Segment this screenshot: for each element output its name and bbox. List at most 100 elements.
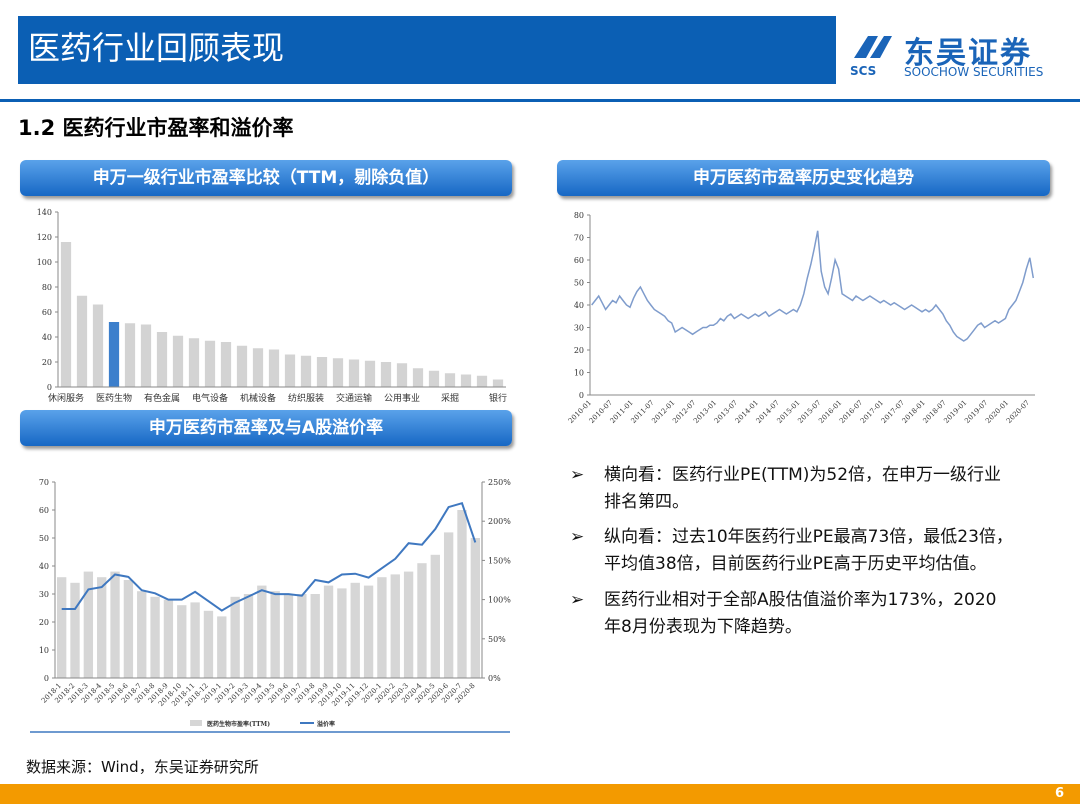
bar (236, 345, 248, 387)
bar (390, 574, 400, 678)
bar (110, 571, 120, 678)
x-tick-label: 医药生物 (96, 392, 132, 404)
bullet: ➢ 纵向看：过去10年医药行业PE最高73倍，最低23倍， 平均值38倍，目前医药行… (570, 524, 1050, 578)
chart: 0102030405060700%50%100%150%200%250%2018… (30, 478, 511, 733)
y-tick-label: 10 (39, 646, 49, 655)
bar (363, 585, 374, 678)
line (591, 230, 1035, 342)
bar (380, 362, 392, 387)
bar (150, 596, 160, 678)
x-tick-label: 2020-07 (1005, 399, 1031, 425)
bar (137, 591, 147, 678)
bar (337, 588, 347, 678)
y-tick-label: 30 (574, 324, 584, 333)
logo-icon (854, 36, 892, 58)
bar (252, 348, 264, 387)
y-tick-label: 40 (574, 301, 584, 310)
x-tick-label: 银行 (489, 392, 507, 404)
bar (243, 594, 254, 678)
bar (443, 532, 454, 678)
bar (412, 368, 424, 387)
y-tick-label: 20 (39, 618, 49, 627)
bar (97, 577, 107, 678)
chart: 0 20 40 60 80 100 120 140 休闲服务 医药生物 有色金属 电气设备 机械设备 纺织… (37, 208, 507, 404)
y-tick-label: 30 (39, 590, 49, 599)
bar (163, 599, 174, 678)
bar (83, 571, 94, 678)
y-tick-label: 20 (42, 358, 52, 367)
bar (177, 605, 187, 678)
bullet-line: 排名第四。 (604, 492, 689, 512)
x-tick-label: 采掘 (441, 392, 459, 404)
bar (220, 342, 232, 387)
x-tick-label: 公用事业 (384, 392, 420, 404)
footer-bar (0, 784, 1080, 804)
bar (284, 354, 296, 387)
y-tick-label: 40 (42, 333, 52, 342)
bar (230, 596, 240, 678)
bar (417, 563, 427, 678)
y-tick-label: 0% (488, 674, 501, 683)
y-tick-label: 120 (37, 233, 52, 242)
x-tick-label: 电气设备 (192, 392, 228, 404)
bar (348, 359, 360, 387)
bullet: ➢ 医药行业相对于全部A股估值溢价率为173%，2020 年8月份表现为下降趋势。 (570, 587, 1050, 641)
bar (217, 616, 227, 678)
bar (316, 357, 328, 387)
y-tick-label: 70 (39, 478, 49, 487)
legend-swatch (190, 720, 202, 726)
y-tick-label: 150% (488, 556, 511, 565)
bullet: ➢ 横向看：医药行业PE(TTM)为52倍，在申万一级行业 排名第四。 (570, 462, 1050, 516)
bar (123, 580, 134, 678)
bar (92, 304, 104, 387)
y-tick-label: 100% (488, 596, 511, 605)
bar (323, 585, 334, 678)
logo: 东吴证券 SCS SOOCHOW SECURITIES (848, 28, 1068, 84)
y-tick-label: 10 (574, 369, 584, 378)
bar (364, 360, 376, 387)
divider (0, 99, 1080, 102)
y-tick-label: 50% (488, 635, 506, 644)
bar (444, 373, 456, 387)
legend-label: 医药生物市盈率(TTM) (207, 720, 270, 728)
y-tick-label: 20 (574, 346, 584, 355)
bar (332, 358, 344, 387)
bar (270, 591, 280, 678)
chart-box-title: 申万一级行业市盈率比较（TTM，剔除负值） (20, 160, 512, 196)
bar (430, 554, 440, 678)
y-tick-label: 100 (37, 258, 52, 267)
bar (377, 577, 387, 678)
logo-en: SOOCHOW SECURITIES (904, 65, 1044, 79)
bar (204, 340, 216, 387)
bar (156, 332, 168, 387)
x-tick-label: 纺织服装 (288, 392, 324, 404)
source-note: 数据来源：Wind，东吴证券研究所 (26, 758, 259, 776)
bar (470, 538, 480, 678)
line (61, 501, 477, 612)
bar (297, 594, 307, 678)
bar (428, 370, 440, 387)
logo-cn: 东吴证券 (904, 36, 1032, 71)
x-tick-label: 交通运输 (336, 392, 372, 404)
x-tick-label: 休闲服务 (48, 392, 84, 404)
chart-box-title: 申万医药市盈率历史变化趋势 (557, 160, 1050, 196)
bar (108, 322, 120, 387)
bar (403, 571, 414, 678)
chart-box-title: 申万医药市盈率及与A股溢价率 (20, 410, 512, 446)
bar (300, 355, 312, 387)
legend-label: 溢价率 (317, 720, 335, 728)
bar (70, 582, 80, 678)
y-tick-label: 50 (574, 279, 584, 288)
y-tick-label: 60 (39, 506, 49, 515)
section-title: 1.2 医药行业市盈率和溢价率 (18, 116, 294, 140)
y-tick-label: 80 (42, 283, 52, 292)
bar (172, 335, 184, 387)
bar (283, 594, 294, 678)
y-tick-label: 0 (579, 391, 584, 400)
y-tick-label: 250% (488, 478, 511, 487)
y-tick-label: 70 (574, 234, 584, 243)
bullet-line: 年8月份表现为下降趋势。 (604, 617, 802, 637)
x-tick-label: 机械设备 (240, 392, 276, 404)
header-title: 医药行业回顾表现 (18, 16, 836, 84)
bar (140, 324, 152, 387)
